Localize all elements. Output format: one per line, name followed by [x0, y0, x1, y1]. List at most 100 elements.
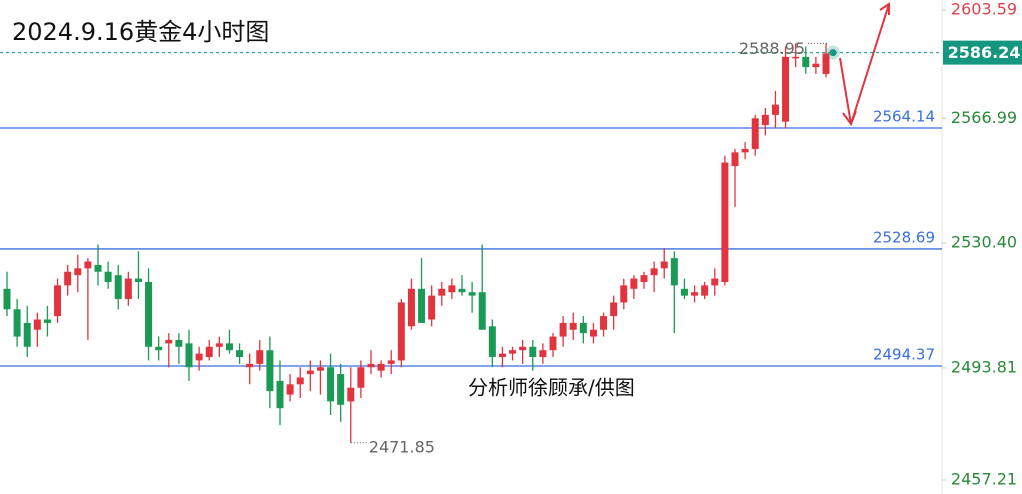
candle-body: [569, 322, 577, 330]
forecast-arrow: [839, 2, 890, 127]
candle-body: [812, 63, 820, 68]
candle-body: [418, 288, 426, 323]
candle-body: [498, 353, 506, 358]
candle-body: [155, 346, 163, 351]
candle-body: [94, 264, 102, 272]
y-tick-label: 2457.21: [951, 470, 1017, 489]
candle-body: [397, 302, 405, 361]
candle-body: [610, 302, 618, 317]
candle-body: [225, 343, 233, 351]
candle-body: [620, 285, 628, 303]
y-tick-label: 2493.81: [951, 357, 1017, 376]
candle-body: [680, 288, 688, 296]
candle-body: [650, 268, 658, 276]
candle-body: [579, 322, 587, 334]
candle-body: [438, 288, 446, 296]
candle-body: [549, 336, 557, 351]
candle-body: [33, 319, 41, 330]
candle-body: [43, 319, 51, 323]
candle-body: [741, 148, 749, 153]
candle-body: [387, 360, 395, 364]
candle-body: [13, 309, 21, 337]
candle-body: [731, 152, 739, 167]
candle-body: [822, 53, 830, 74]
y-tick-label: 2566.99: [951, 108, 1017, 127]
current-tag: [943, 40, 1022, 65]
candle-body: [448, 285, 456, 293]
candle-body: [670, 258, 678, 286]
candle-body: [134, 278, 142, 282]
candle-body: [458, 288, 466, 293]
candle-body: [782, 56, 790, 122]
candle-body: [337, 374, 345, 405]
candle-body: [54, 285, 62, 317]
high-label: 2588.95: [739, 39, 805, 58]
candle-body: [165, 339, 173, 344]
candle-body: [509, 350, 517, 354]
candle-body: [195, 353, 203, 361]
level-label: 2494.37: [873, 345, 935, 363]
candle-body: [640, 275, 648, 282]
candle-body: [539, 350, 547, 358]
candle-body: [660, 261, 668, 269]
candle-body: [306, 370, 314, 375]
candle-body: [84, 261, 92, 269]
candle-body: [630, 278, 638, 289]
level-label: 2564.14: [873, 108, 935, 126]
candle-body: [751, 118, 759, 149]
candle-body: [721, 162, 729, 282]
candle-body: [771, 104, 779, 115]
candle-body: [488, 326, 496, 358]
candle-body: [296, 377, 304, 385]
candle-body: [347, 387, 355, 402]
candle-body: [701, 285, 709, 296]
candle-body: [266, 350, 274, 392]
candle-body: [367, 363, 375, 368]
candle-body: [74, 268, 82, 276]
candle-body: [215, 343, 223, 347]
candle-body: [478, 292, 486, 330]
candle-body: [792, 56, 800, 59]
candle-body: [691, 292, 699, 296]
y-tick-label: 2603.59: [951, 0, 1017, 19]
candle-body: [407, 288, 415, 327]
level-label: 2528.69: [873, 228, 935, 246]
candle-body: [236, 350, 244, 358]
candle-body: [428, 295, 436, 320]
current-label: 2586.24: [948, 43, 1021, 62]
candle-body: [357, 367, 365, 388]
candle-body: [23, 322, 31, 347]
candle-body: [114, 275, 122, 300]
candle-body: [711, 278, 719, 286]
candle-body: [205, 346, 213, 358]
candle-body: [327, 367, 335, 402]
candle-body: [802, 56, 810, 68]
watermark: 分析师徐顾承/供图: [468, 376, 635, 400]
candle-body: [145, 281, 153, 347]
y-tick-label: 2530.40: [951, 233, 1017, 252]
candle-body: [559, 322, 567, 337]
candle-body: [175, 339, 183, 347]
candle-body: [64, 271, 72, 286]
candle-body: [377, 363, 385, 371]
candle-body: [276, 380, 284, 409]
candle-body: [519, 346, 527, 351]
candle-body: [589, 329, 597, 337]
current-dot: [829, 49, 837, 57]
candle-body: [316, 367, 324, 371]
candle-body: [761, 114, 769, 126]
candle-body: [104, 271, 112, 282]
chart-title: 2024.9.16黄金4小时图: [12, 18, 269, 46]
candle-body: [600, 316, 608, 330]
candle-body: [3, 288, 11, 310]
low-label: 2471.85: [369, 437, 435, 456]
candle-body: [185, 343, 193, 368]
candle-body: [468, 292, 476, 296]
candle-body: [246, 363, 254, 368]
candle-body: [124, 278, 132, 300]
candle-body: [286, 384, 294, 395]
candle-body: [256, 350, 264, 364]
